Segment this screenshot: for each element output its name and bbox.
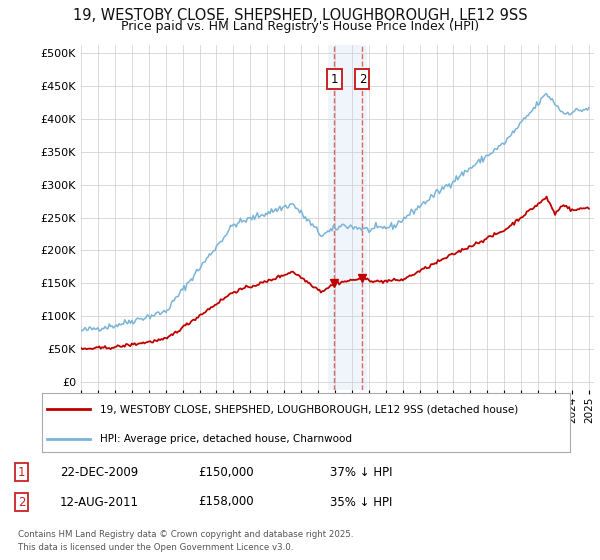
Text: 2: 2	[18, 496, 25, 508]
Text: £158,000: £158,000	[198, 496, 254, 508]
Text: 2: 2	[359, 73, 366, 86]
Text: 35% ↓ HPI: 35% ↓ HPI	[330, 496, 392, 508]
Text: 19, WESTOBY CLOSE, SHEPSHED, LOUGHBOROUGH, LE12 9SS: 19, WESTOBY CLOSE, SHEPSHED, LOUGHBOROUG…	[73, 8, 527, 24]
Text: Price paid vs. HM Land Registry's House Price Index (HPI): Price paid vs. HM Land Registry's House …	[121, 20, 479, 32]
Bar	[328, 45, 367, 390]
Text: 12-AUG-2011: 12-AUG-2011	[60, 496, 139, 508]
Text: 1: 1	[331, 73, 338, 86]
Text: 1: 1	[18, 466, 25, 479]
Text: Contains HM Land Registry data © Crown copyright and database right 2025.
This d: Contains HM Land Registry data © Crown c…	[18, 530, 353, 552]
Text: 37% ↓ HPI: 37% ↓ HPI	[330, 466, 392, 479]
Text: HPI: Average price, detached house, Charnwood: HPI: Average price, detached house, Char…	[100, 433, 352, 444]
Text: 19, WESTOBY CLOSE, SHEPSHED, LOUGHBOROUGH, LE12 9SS (detached house): 19, WESTOBY CLOSE, SHEPSHED, LOUGHBOROUG…	[100, 404, 518, 414]
Text: £150,000: £150,000	[198, 466, 254, 479]
Text: 22-DEC-2009: 22-DEC-2009	[60, 466, 138, 479]
